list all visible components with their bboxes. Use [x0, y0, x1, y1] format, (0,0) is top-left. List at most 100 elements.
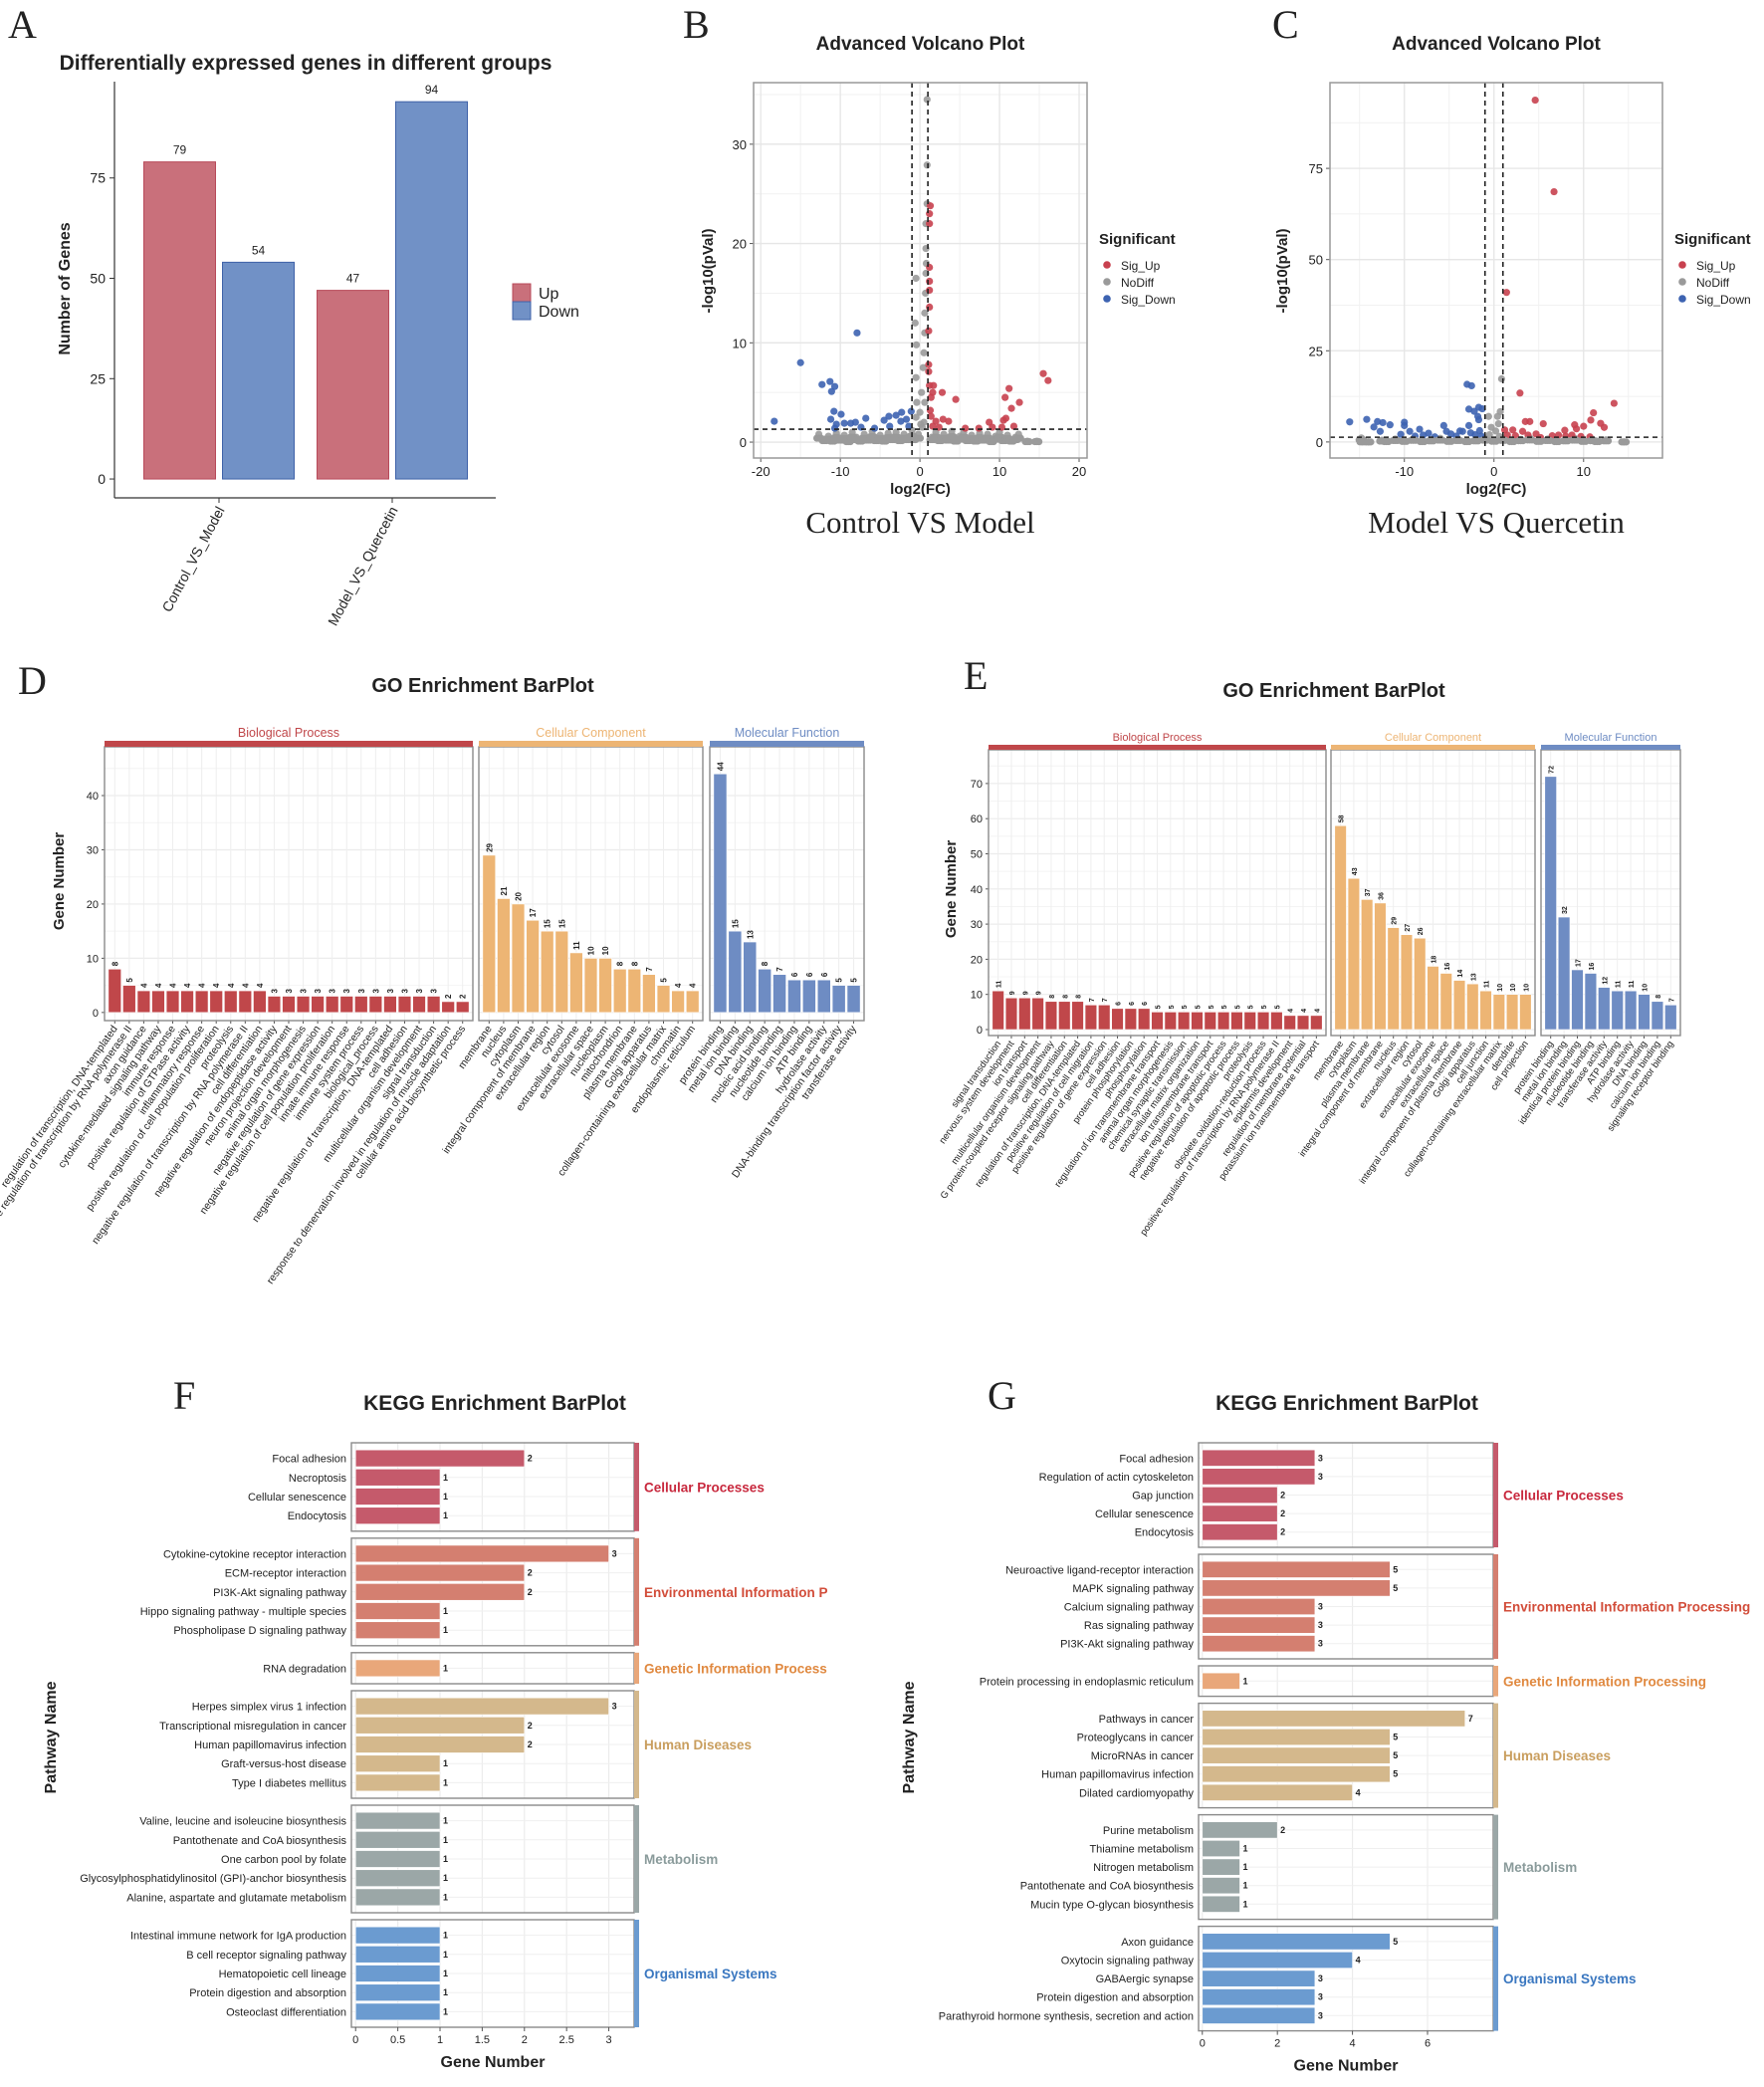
pathway-group-genetic-information-processing: 1 Protein processing in endoplasmic retic…: [980, 1665, 1706, 1698]
x-tick-label: 2: [1274, 2038, 1280, 2050]
bar-value-label: 3: [1318, 1620, 1323, 1630]
x-tick-label: 6: [1425, 2038, 1431, 2050]
bar: [1177, 1012, 1191, 1031]
point-sig-up: [925, 327, 933, 335]
pathway-group-environmental-information-p: 3 Cytokine-cytokine receptor interaction 2…: [140, 1537, 828, 1647]
point-sig-up: [938, 388, 947, 396]
point-nodiff: [911, 319, 919, 327]
pathway-group-organismal-systems: 1 Intestinal immune network for IgA produ…: [130, 1919, 777, 2028]
go-barplot-e: GO Enrichment BarPlot 0 10 20 30 40 50 60 70 Gene…: [938, 680, 1681, 1238]
chart-title: KEGG Enrichment BarPlot: [363, 1392, 626, 1415]
point-sig-up: [926, 286, 934, 295]
legend-dot-nodiff: [1103, 278, 1111, 286]
facet-strip: [105, 741, 473, 747]
point-nodiff: [918, 388, 926, 396]
bar: [1557, 916, 1571, 1031]
bar: [1202, 1765, 1391, 1783]
bar-value-label: 7: [1089, 998, 1096, 1002]
x-axis-label: Gene Number: [441, 2054, 546, 2071]
bar: [354, 1773, 441, 1792]
bar: [1071, 1001, 1084, 1031]
point-sig-down: [1464, 405, 1473, 413]
bar: [354, 1983, 441, 2001]
pathway-label: Pathways in cancer: [1099, 1714, 1195, 1726]
bar: [1191, 1012, 1204, 1031]
bar: [1202, 1821, 1278, 1839]
y-tick-label: 0: [740, 435, 747, 450]
pathway-label: Parathyroid hormone synthesis, secretion…: [939, 2010, 1194, 2022]
bar: [1204, 1012, 1216, 1031]
bar-value-label: 14: [1457, 970, 1464, 978]
bar-value-label: 11: [996, 981, 1003, 989]
point-sig-up: [1539, 419, 1547, 428]
bar: [1624, 990, 1638, 1031]
bar: [1124, 1008, 1138, 1031]
bar-value-label: 37: [1365, 888, 1372, 896]
panel-a-bar-chart: Differentially expressed genes in differ…: [57, 52, 579, 628]
bar: [354, 1488, 441, 1506]
bar-value-label: 3: [612, 1548, 617, 1558]
bar: [354, 1717, 526, 1735]
panel-letter: G: [988, 1373, 1016, 1418]
bar: [354, 1850, 441, 1868]
bar: [1202, 1877, 1240, 1895]
pathway-label: Calcium signaling pathway: [1064, 1602, 1195, 1614]
bar-value-label: 5: [850, 978, 859, 983]
facet-strip-label: Biological Process: [238, 726, 339, 740]
pathway-label: Regulation of actin cytoskeleton: [1039, 1472, 1194, 1484]
pathway-label: Focal adhesion: [272, 1454, 346, 1466]
bar: [456, 1001, 470, 1014]
point-sig-up: [926, 263, 934, 272]
category-label: Metabolism: [1503, 1860, 1577, 1875]
bar: [412, 996, 426, 1014]
bar: [743, 941, 758, 1014]
point-nodiff: [1622, 438, 1631, 446]
bar: [282, 996, 296, 1014]
chart-title: Advanced Volcano Plot: [816, 34, 1025, 55]
point-sig-up: [926, 210, 934, 218]
bar-value-label: 1: [443, 1892, 448, 1902]
bar-value-label: 4: [1314, 1009, 1321, 1013]
bar-value-label: 7: [645, 967, 654, 972]
point-sig-down: [892, 411, 900, 419]
bar: [296, 996, 311, 1014]
pathway-label: Human papillomavirus infection: [194, 1739, 346, 1751]
y-tick-label: 40: [971, 884, 983, 896]
category-label: Genetic Information Processing: [1503, 1674, 1706, 1689]
point-sig-up: [939, 415, 947, 423]
bar-value-label: 4: [256, 983, 265, 988]
pathway-group-genetic-information-process: 1 RNA degradation Genetic Information Proc…: [263, 1652, 827, 1685]
y-tick-label: 10: [733, 336, 747, 350]
bar: [1138, 1008, 1151, 1031]
bar-value-label: 3: [1318, 1639, 1323, 1649]
bar-value-label: 1: [443, 1816, 448, 1826]
bar-value-label: 1: [443, 1473, 448, 1483]
point-sig-up: [945, 417, 953, 425]
bar-value-label: 29: [1392, 917, 1399, 925]
point-nodiff: [919, 363, 927, 371]
bar-value-label: 11: [572, 941, 581, 950]
bar-value-label: 15: [544, 919, 552, 928]
pathway-label: Hippo signaling pathway - multiple speci…: [140, 1606, 347, 1618]
bar: [354, 2002, 441, 2021]
bar: [194, 990, 209, 1014]
point-sig-down: [907, 407, 915, 415]
bar: [354, 1811, 441, 1830]
category-label: Human Diseases: [1503, 1748, 1611, 1763]
bar-value-label: 11: [1629, 981, 1636, 989]
chart-title: GO Enrichment BarPlot: [1222, 680, 1445, 702]
y-tick-label: 50: [971, 848, 983, 860]
bar-value-label: 1: [1242, 1844, 1247, 1854]
point-sig-down: [1374, 417, 1382, 425]
point-nodiff: [916, 408, 924, 416]
bar-value-label: 5: [125, 978, 134, 983]
point-nodiff: [1493, 412, 1501, 420]
bar: [816, 979, 831, 1014]
point-nodiff: [923, 96, 931, 104]
bar-value-label: 3: [430, 988, 439, 993]
pathway-label: Mucin type O-glycan biosynthesis: [1030, 1899, 1194, 1911]
point-sig-down: [1386, 421, 1394, 429]
pathway-label: Phospholipase D signaling pathway: [173, 1625, 346, 1637]
bar: [354, 1831, 441, 1849]
bar: [224, 990, 238, 1014]
